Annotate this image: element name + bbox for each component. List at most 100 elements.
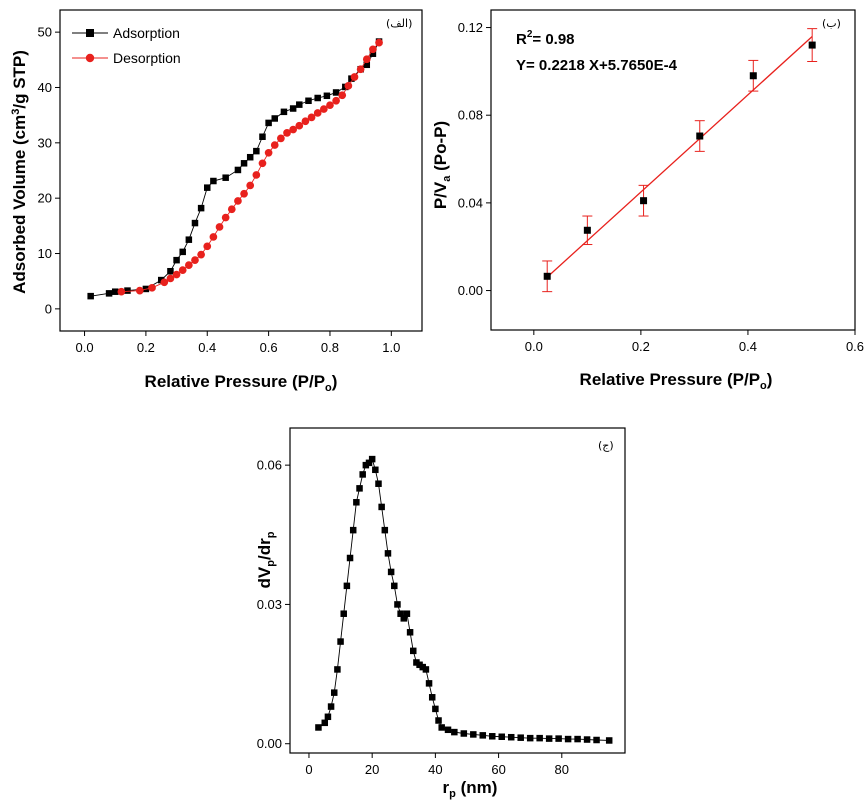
panel-b-xtick-label: 0.0	[525, 339, 543, 354]
panel-a-ytick-label: 30	[38, 135, 52, 150]
panel-a-series-0-point	[253, 147, 260, 155]
panel-a-series-1-point	[215, 223, 224, 231]
panel-a-series-1-point	[178, 266, 187, 274]
panel-a-xtick-label: 0.4	[198, 340, 216, 355]
panel-c-psd: 0 20 40 60 80 0.00 0.03 0.06 (ج) rp (nm) dVp/dr…	[255, 427, 626, 800]
panel-c-series-0-point	[526, 734, 534, 742]
panel-a-series-0-point	[124, 287, 131, 294]
panel-a-ylabel: Adsorbed Volume (cm3/g STP)	[10, 50, 29, 294]
panel-a-xtick-label: 0.2	[137, 340, 155, 355]
panel-b-ylabel: P/Va (Po-P)	[431, 121, 453, 209]
panel-a-series-1-point	[356, 65, 365, 74]
panel-a-series-0-point	[332, 89, 340, 96]
panel-b-r2: R2= 0.98	[516, 29, 575, 48]
panel-a-series-1-point	[289, 125, 298, 134]
panel-a-series-1-point	[313, 109, 322, 117]
panel-a-legend: Adsorption Desorption	[72, 25, 181, 66]
panel-a-series-1-point	[375, 38, 383, 47]
panel-a-isotherm: 0.0 0.2 0.4 0.6 0.8 1.0 0 10 20 30 40 50 (الف) Adso…	[10, 9, 423, 394]
panel-c-series-0-point	[583, 736, 591, 743]
panel-c-series-0-point	[397, 610, 404, 617]
panel-b-series-0-point	[583, 226, 591, 234]
panel-a-series-1-point	[203, 242, 212, 251]
panel-a-series-1-point	[197, 250, 205, 259]
panel-a-series-1-point	[240, 189, 248, 198]
panel-a-series-1-point	[264, 148, 273, 157]
panel-c-series-0-point	[353, 499, 360, 506]
panel-a-series-0-point	[167, 267, 174, 275]
panel-b-frame	[490, 9, 856, 331]
panel-b-ytick-label: 0.12	[458, 20, 483, 35]
panel-c-series-0-point	[349, 526, 357, 534]
panel-c-xtick-label: 40	[428, 762, 442, 777]
panel-c-series-0-point	[425, 680, 433, 687]
panel-a-series-1-point	[135, 286, 144, 295]
panel-a-series-1-point	[148, 283, 156, 292]
panel-a-ytick-label: 20	[38, 191, 52, 206]
panel-a-series-1-point	[362, 55, 371, 64]
panel-c-series-0-point	[346, 554, 354, 562]
panel-a-xtick-label: 1.0	[382, 340, 400, 355]
panel-a-series-1-point	[350, 73, 359, 81]
panel-a-series-1-point	[234, 197, 242, 205]
panel-c-series-0-point	[574, 735, 581, 743]
panel-a-ytick-label: 50	[38, 25, 52, 40]
panel-a-series-0-point	[246, 153, 254, 161]
panel-b-equation: Y= 0.2218 X+5.7650E-4	[516, 57, 678, 74]
panel-c-series-0-point	[372, 466, 379, 474]
panel-a-series-0-point	[363, 61, 371, 69]
panel-a-series-1-point	[332, 96, 340, 105]
panel-a-series-1-point	[160, 278, 169, 287]
panel-a-series-0-point	[314, 94, 321, 102]
panel-a-series-0-point	[271, 115, 278, 122]
panel-b-ytick-label: 0.00	[458, 283, 483, 298]
panel-b-series	[542, 28, 818, 293]
panel-c-series-0-point	[343, 582, 351, 590]
panel-c-ticks: 0 20 40 60 80 0.00 0.03 0.06	[257, 458, 569, 777]
panel-a-series-0-point	[240, 160, 248, 167]
panel-b-xtick-label: 0.4	[739, 339, 757, 354]
panel-b-ytick-label: 0.04	[458, 195, 483, 210]
panel-c-series-0-point	[375, 480, 382, 487]
panel-c-series-0-point	[391, 582, 398, 590]
panel-c-xtick-label: 80	[555, 762, 569, 777]
panel-a-xtick-label: 0.0	[76, 340, 94, 355]
panel-a-series-0-point	[179, 248, 186, 256]
panel-c-series-0-point	[479, 732, 487, 739]
panel-c-ylabel: dVp/drp	[255, 531, 277, 588]
panel-b-ticks: 0.0 0.2 0.4 0.6 0.00 0.04 0.08 0.12	[458, 20, 864, 354]
panel-c-series-0-point	[605, 737, 613, 744]
panel-c-series-0-point	[536, 734, 543, 742]
panel-c-xlabel: rp (nm)	[443, 778, 498, 800]
panel-a-series-1-point	[344, 81, 353, 90]
panel-b-xtick-label: 0.2	[632, 339, 650, 354]
panel-b-series-0-point	[749, 72, 757, 80]
panel-c-series-0-point	[403, 610, 411, 617]
panel-a-series-0-point	[210, 177, 217, 185]
panel-b-tag: (ب)	[822, 17, 841, 30]
panel-a-series-0-point	[323, 92, 331, 100]
panel-c-series-0-point	[365, 459, 373, 467]
panel-a-xtick-label: 0.8	[321, 340, 339, 355]
panel-a-series-0-point	[87, 292, 94, 300]
panel-a-series-1-point	[295, 121, 304, 130]
panel-a-xlabel: Relative Pressure (P/Po)	[145, 372, 338, 394]
panel-a-series-1-point	[301, 117, 310, 126]
panel-b-series-0-point	[696, 132, 704, 140]
panel-c-series	[315, 455, 613, 744]
panel-a-series-1-point	[338, 91, 347, 100]
panel-c-series-0-point	[545, 735, 553, 742]
panel-c-series-0-point	[593, 736, 600, 744]
panel-a-series-1-point	[319, 105, 328, 113]
panel-a-series-1-point	[191, 256, 199, 265]
panel-c-series-0-point	[327, 703, 335, 710]
panel-a-series-0-point	[289, 105, 297, 112]
panel-a-ytick-label: 40	[38, 80, 52, 95]
legend-desorption-label: Desorption	[113, 50, 181, 66]
panel-c-series-0-point	[406, 629, 414, 636]
panel-a-series-0-point	[305, 97, 312, 105]
panel-b-fit-line	[546, 36, 813, 278]
panel-a-series-1-point	[277, 134, 285, 143]
panel-a-ticks: 0.0 0.2 0.4 0.6 0.8 1.0 0 10 20 30 40 50	[38, 25, 401, 355]
panel-c-series-0-point	[378, 503, 385, 511]
